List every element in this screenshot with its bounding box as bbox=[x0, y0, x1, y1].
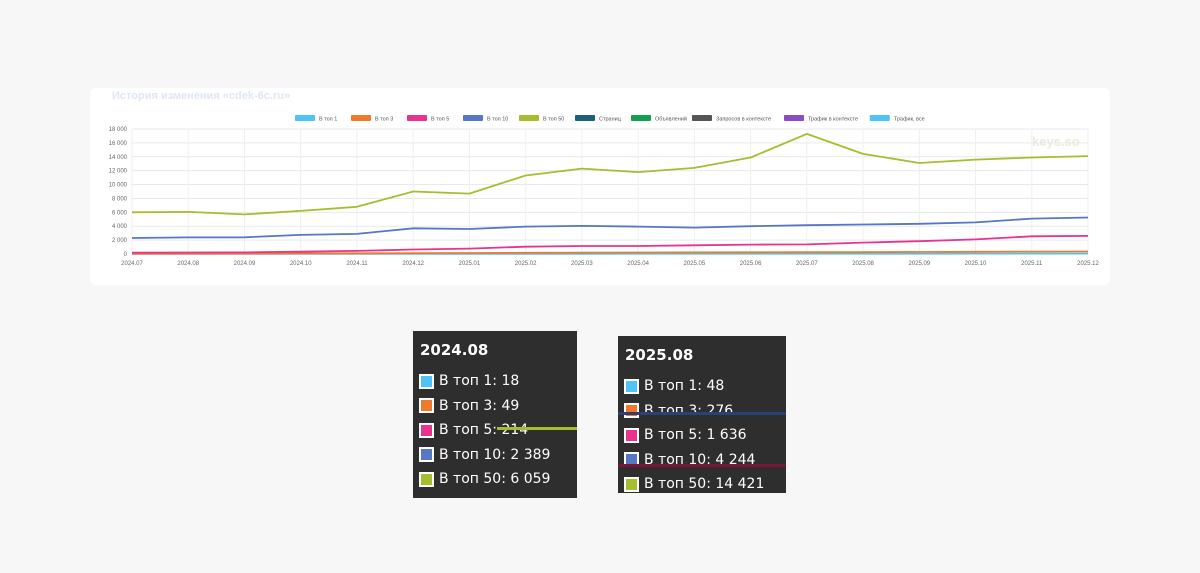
tooltip-date: 2025.08 bbox=[625, 346, 694, 364]
series-line bbox=[132, 250, 1089, 255]
tooltip-row-label: В топ 3: 276 bbox=[644, 402, 734, 419]
tooltip-row-label: В топ 5: 1 636 bbox=[644, 427, 747, 444]
legend-label: В топ 1 bbox=[319, 117, 337, 123]
tooltip-row-label: В топ 3: 49 bbox=[439, 397, 520, 414]
series-line bbox=[131, 133, 1089, 216]
y-tick-label: 8 000 bbox=[112, 196, 128, 202]
x-tick-label: 2025.04 bbox=[627, 261, 649, 267]
x-tick-label: 2025.07 bbox=[796, 261, 818, 267]
color-swatch bbox=[624, 476, 639, 492]
line-chart: 0 2 000 4 000 6 000 8 000 10 000 12 000 14 000 1… bbox=[109, 115, 1100, 267]
x-tick-label: 2025.11 bbox=[1021, 261, 1043, 267]
chart-card: История изменения «cdek-6c.ru» keys.so 0… bbox=[90, 88, 1110, 285]
x-tick-label: 2025.02 bbox=[515, 261, 537, 267]
color-swatch bbox=[419, 471, 434, 487]
tooltip-row-top3: В топ 3: 276 bbox=[618, 399, 786, 424]
tooltip-row-label: В топ 1: 18 bbox=[439, 373, 520, 390]
tooltip-row-top1: В топ 1: 48 bbox=[618, 374, 786, 399]
legend-label: В топ 3 bbox=[375, 117, 393, 123]
x-tick-label: 2025.03 bbox=[571, 261, 593, 267]
legend-swatch bbox=[692, 115, 712, 121]
y-tick-label: 4 000 bbox=[112, 224, 128, 230]
x-tick-label: 2025.05 bbox=[684, 261, 706, 267]
tooltip-row-label: В топ 1: 48 bbox=[644, 378, 725, 395]
x-tick-label: 2024.10 bbox=[290, 261, 312, 267]
x-tick-label: 2025.08 bbox=[852, 261, 874, 267]
color-swatch bbox=[419, 398, 434, 414]
legend-swatch bbox=[519, 115, 539, 121]
tooltip-row-label: В топ 10: 4 244 bbox=[644, 451, 756, 468]
x-tick-label: 2024.12 bbox=[402, 261, 424, 267]
series-line-fragment bbox=[618, 412, 786, 415]
tooltip-2025-08: 2025.08 В топ 1: 48 В топ 3: 276 В топ 5… bbox=[618, 336, 786, 493]
legend-swatch bbox=[351, 115, 371, 121]
legend-label: В топ 5 bbox=[431, 117, 449, 123]
tooltip-row-top10: В топ 10: 4 244 bbox=[618, 448, 786, 473]
legend-swatch bbox=[869, 115, 890, 121]
series-line-fragment bbox=[497, 427, 577, 430]
tooltip-row-top3: В топ 3: 49 bbox=[413, 394, 577, 419]
y-tick-label: 16 000 bbox=[109, 141, 128, 147]
legend-label: В топ 50 bbox=[543, 117, 564, 123]
y-tick-label: 18 000 bbox=[109, 127, 128, 133]
color-swatch bbox=[624, 427, 639, 443]
legend-swatch bbox=[407, 115, 427, 121]
legend-swatch bbox=[575, 115, 595, 121]
series-line bbox=[131, 235, 1089, 254]
tooltip-row-top50: В топ 50: 6 059 bbox=[413, 467, 577, 492]
chart-title: История изменения «cdek-6c.ru» bbox=[112, 90, 291, 102]
y-tick-label: 12 000 bbox=[109, 169, 128, 175]
legend-swatch bbox=[784, 115, 804, 121]
legend-label: В топ 10 bbox=[487, 117, 508, 123]
color-swatch bbox=[624, 378, 639, 394]
x-tick-label: 2025.06 bbox=[740, 261, 762, 267]
color-swatch bbox=[419, 447, 434, 463]
tooltip-row-top5: В топ 5: 1 636 bbox=[618, 423, 786, 448]
legend-label: Трафик в контексте bbox=[808, 117, 858, 123]
legend-swatch bbox=[631, 115, 651, 121]
y-tick-label: 0 bbox=[124, 252, 128, 258]
legend-swatch bbox=[295, 115, 315, 121]
legend-label: Страниц bbox=[599, 117, 622, 123]
y-tick-label: 14 000 bbox=[109, 155, 128, 161]
x-tick-label: 2025.12 bbox=[1077, 261, 1099, 267]
x-tick-label: 2025.10 bbox=[965, 261, 987, 267]
tooltip-2024-08: 2024.08 В топ 1: 18 В топ 3: 49 В топ 5:… bbox=[413, 331, 577, 498]
tooltip-row-label: В топ 50: 6 059 bbox=[439, 471, 551, 488]
y-tick-label: 6 000 bbox=[112, 210, 128, 216]
y-tick-label: 10 000 bbox=[109, 183, 128, 189]
tooltip-row-label: В топ 10: 2 389 bbox=[439, 446, 551, 463]
series-line-fragment bbox=[618, 464, 786, 467]
color-swatch bbox=[624, 403, 639, 419]
color-swatch bbox=[419, 373, 434, 389]
color-swatch bbox=[419, 422, 434, 438]
x-tick-label: 2024.09 bbox=[234, 261, 256, 267]
tooltip-row-label: В топ 5: 214 bbox=[439, 422, 529, 439]
tooltip-row-top1: В топ 1: 18 bbox=[413, 369, 577, 394]
legend-label: Запросов в контексте bbox=[716, 117, 771, 123]
tooltip-row-label: В топ 50: 14 421 bbox=[644, 476, 765, 493]
x-tick-label: 2025.09 bbox=[908, 261, 930, 267]
y-tick-label: 2 000 bbox=[112, 238, 128, 244]
x-tick-label: 2024.11 bbox=[346, 261, 368, 267]
watermark: keys.so bbox=[1032, 134, 1080, 149]
series-line bbox=[131, 216, 1089, 239]
tooltip-date: 2024.08 bbox=[420, 341, 489, 359]
tooltip-row-top10: В топ 10: 2 389 bbox=[413, 443, 577, 468]
x-tick-label: 2024.07 bbox=[121, 261, 143, 267]
tooltip-row-top50: В топ 50: 14 421 bbox=[618, 472, 786, 497]
legend-swatch bbox=[463, 115, 483, 121]
x-tick-label: 2025.01 bbox=[459, 261, 481, 267]
legend-label: Объявлений bbox=[655, 116, 687, 123]
tooltip-row-top5: В топ 5: 214 bbox=[413, 418, 577, 443]
x-tick-label: 2024.08 bbox=[177, 261, 199, 267]
legend-label: Трафик, все bbox=[894, 117, 925, 123]
